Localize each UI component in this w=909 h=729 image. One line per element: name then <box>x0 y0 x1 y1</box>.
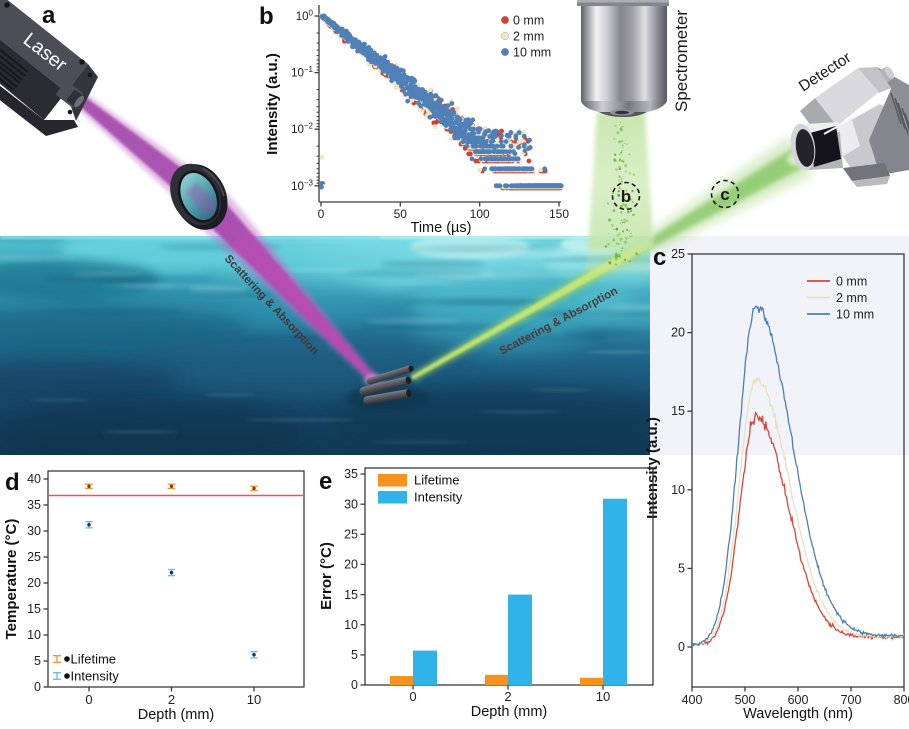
svg-text:500: 500 <box>735 693 756 707</box>
svg-text:0: 0 <box>318 207 325 221</box>
svg-text:10−1: 10−1 <box>291 65 313 80</box>
svg-text:Lifetime: Lifetime <box>71 652 117 667</box>
svg-text:10−2: 10−2 <box>291 122 313 137</box>
svg-text:0: 0 <box>85 692 92 707</box>
svg-text:Error (°C): Error (°C) <box>318 542 335 610</box>
svg-text:10−3: 10−3 <box>291 178 313 193</box>
svg-text:e: e <box>319 468 332 495</box>
svg-text:2: 2 <box>504 689 511 704</box>
svg-text:15: 15 <box>671 404 685 418</box>
svg-text:Intensity (a.u.): Intensity (a.u.) <box>264 53 281 155</box>
svg-text:Intensity: Intensity <box>414 490 463 505</box>
svg-text:700: 700 <box>841 693 862 707</box>
svg-text:600: 600 <box>788 693 809 707</box>
svg-text:0: 0 <box>409 689 416 704</box>
svg-text:100: 100 <box>470 207 490 221</box>
svg-text:25: 25 <box>27 550 41 564</box>
svg-text:0 mm: 0 mm <box>513 14 544 28</box>
svg-text:a: a <box>42 2 56 29</box>
svg-text:20: 20 <box>671 326 685 340</box>
svg-text:Depth (mm): Depth (mm) <box>471 704 548 720</box>
svg-text:d: d <box>5 469 20 496</box>
svg-text:0: 0 <box>351 678 358 692</box>
svg-text:50: 50 <box>394 207 408 221</box>
svg-text:2 mm: 2 mm <box>513 30 544 44</box>
svg-text:10: 10 <box>596 689 610 704</box>
svg-text:25: 25 <box>671 247 685 261</box>
svg-text:30: 30 <box>344 497 358 511</box>
svg-text:100: 100 <box>296 9 314 24</box>
svg-text:25: 25 <box>344 528 358 542</box>
svg-text:b: b <box>621 187 631 206</box>
svg-text:30: 30 <box>27 524 41 538</box>
svg-text:Lifetime: Lifetime <box>414 473 460 488</box>
svg-text:Time (µs): Time (µs) <box>411 220 472 236</box>
svg-text:20: 20 <box>344 558 358 572</box>
svg-text:0: 0 <box>34 680 41 694</box>
svg-text:b: b <box>259 3 274 30</box>
svg-text:10: 10 <box>247 692 261 707</box>
svg-text:800: 800 <box>894 693 909 707</box>
svg-text:Intensity: Intensity <box>71 669 120 684</box>
svg-text:Depth (mm): Depth (mm) <box>138 707 215 723</box>
svg-text:15: 15 <box>27 602 41 616</box>
svg-text:5: 5 <box>678 561 685 575</box>
svg-text:10 mm: 10 mm <box>513 46 551 60</box>
svg-text:5: 5 <box>351 648 358 662</box>
svg-text:40: 40 <box>27 472 41 486</box>
svg-text:2: 2 <box>168 692 175 707</box>
svg-text:35: 35 <box>344 467 358 481</box>
svg-text:10: 10 <box>27 628 41 642</box>
svg-text:5: 5 <box>34 654 41 668</box>
svg-text:10: 10 <box>671 483 685 497</box>
svg-text:2 mm: 2 mm <box>836 291 867 305</box>
svg-text:10 mm: 10 mm <box>836 308 874 322</box>
svg-text:0 mm: 0 mm <box>836 275 867 289</box>
svg-text:Wavelength (nm): Wavelength (nm) <box>743 706 853 722</box>
svg-text:10: 10 <box>344 618 358 632</box>
svg-text:Spectrometer: Spectrometer <box>672 10 691 112</box>
svg-text:150: 150 <box>549 207 569 221</box>
svg-text:400: 400 <box>682 693 703 707</box>
svg-text:15: 15 <box>344 588 358 602</box>
svg-text:Temperature (°C): Temperature (°C) <box>3 519 20 640</box>
svg-text:0: 0 <box>678 640 685 654</box>
svg-text:c: c <box>653 244 666 271</box>
svg-text:20: 20 <box>27 576 41 590</box>
svg-text:c: c <box>720 185 729 204</box>
svg-text:35: 35 <box>27 498 41 512</box>
